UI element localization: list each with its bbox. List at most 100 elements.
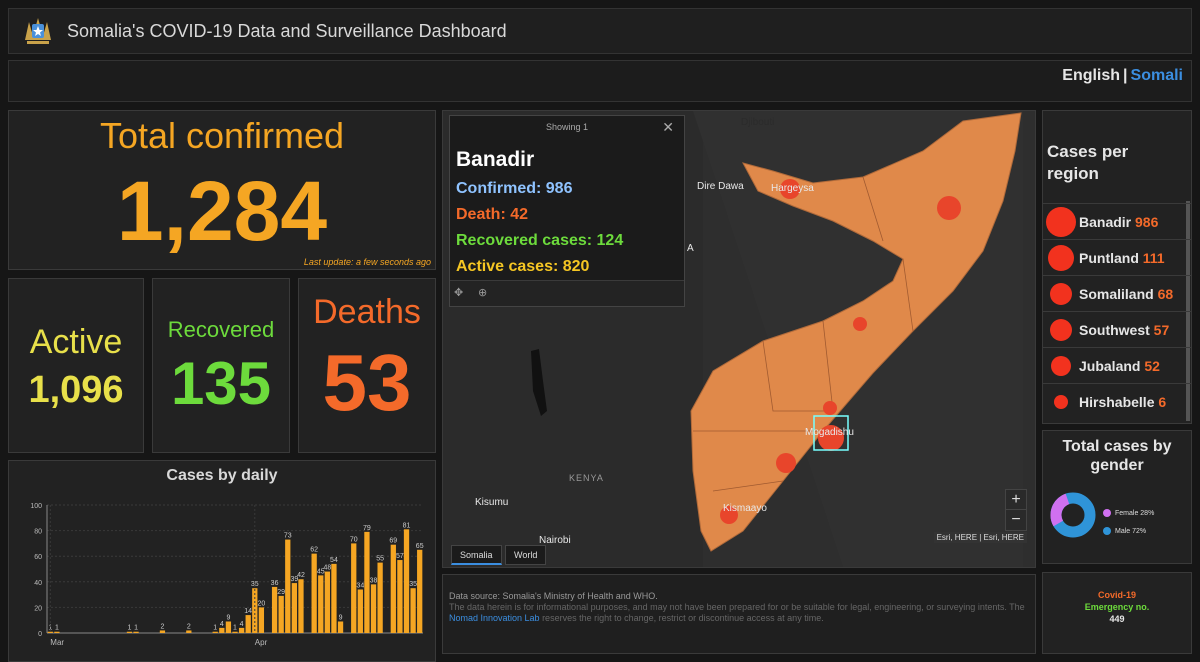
region-name: Puntland 111 [1079, 250, 1165, 266]
region-case-count: 6 [1158, 394, 1167, 410]
bar-data-label: 69 [389, 538, 397, 545]
region-name-text: Jubaland [1079, 358, 1141, 374]
bar [390, 544, 396, 633]
dashboard-header: Somalia's COVID-19 Data and Surveillance… [8, 8, 1192, 54]
bar-data-label: 79 [363, 525, 371, 532]
bar [258, 607, 265, 633]
region-row[interactable]: Banadir 986 [1043, 203, 1191, 239]
map-tab-world[interactable]: World [505, 545, 547, 565]
last-update-text: Last update: a few seconds ago [303, 257, 431, 267]
bar-data-label: 9 [339, 614, 343, 621]
gender-donut-chart [1050, 492, 1096, 538]
bar [397, 560, 403, 633]
bar-data-label: 1 [134, 625, 138, 632]
bar-data-label: 65 [416, 543, 424, 550]
case-marker-kismaayo[interactable] [720, 506, 738, 524]
region-row[interactable]: Puntland 111 [1043, 239, 1191, 275]
region-name-text: Hirshabelle [1079, 394, 1155, 410]
map-label-nairobi: Nairobi [539, 535, 571, 546]
bar-data-label: 4 [220, 621, 224, 628]
case-marker-galmudug[interactable] [853, 317, 867, 331]
bar [232, 631, 238, 633]
bar-data-label: 54 [330, 557, 338, 564]
x-tick-label: Mar [50, 638, 64, 647]
recovered-value: 135 [170, 350, 272, 417]
bar [219, 627, 225, 633]
bar-data-label: 1 [48, 625, 52, 632]
bar [54, 631, 60, 633]
bar [291, 583, 298, 633]
y-tick-label: 100 [30, 503, 42, 510]
active-label: Active [29, 323, 123, 361]
nomad-innovation-lab-link[interactable]: Nomad Innovation Lab [449, 613, 540, 623]
popup-recovered: Recovered cases: 124 [456, 232, 624, 249]
language-separator: | [1123, 67, 1128, 84]
bar-data-label: 45 [317, 568, 325, 575]
bar [212, 631, 218, 633]
bar-data-label: 35 [409, 581, 417, 588]
map-attribution: Esri, HERE | Esri, HERE [933, 532, 1027, 543]
case-marker-southwest[interactable] [776, 453, 796, 473]
legend-female: Female 28% [1103, 509, 1154, 517]
bar-data-label: 55 [376, 556, 384, 563]
recovered-label: Recovered [167, 317, 275, 342]
regions-title-line1: Cases per [1047, 142, 1129, 161]
map-label-kisumu: Kisumu [475, 497, 509, 508]
bar-data-label: 4 [240, 621, 244, 628]
region-name-text: Puntland [1079, 250, 1139, 266]
bar-data-label: 2 [187, 623, 191, 630]
region-dot-icon [1051, 356, 1071, 376]
somalia-coat-of-arms-icon [25, 18, 51, 44]
zoom-out-button[interactable]: − [1005, 509, 1027, 531]
bar-data-label: 57 [396, 553, 404, 560]
case-marker-hargeysa[interactable] [780, 179, 800, 199]
cases-per-region-panel: Cases per region Banadir 986 Puntland 111… [1042, 110, 1192, 424]
bar-data-label: 38 [370, 577, 378, 584]
regions-title: Cases per region [1047, 141, 1128, 185]
zoom-to-icon[interactable]: ⊕ [478, 287, 488, 299]
bar-data-label: 70 [350, 536, 358, 543]
case-marker-puntland[interactable] [937, 196, 961, 220]
language-english-link[interactable]: English [1062, 67, 1121, 84]
map-panel[interactable]: Djibouti Dire Dawa Hargeysa Mogadishu Ki… [442, 110, 1036, 568]
male-label: Male 72% [1115, 527, 1147, 535]
bar-data-label: 39 [290, 576, 298, 583]
data-source-head: Data source: Somalia's Ministry of Healt… [449, 591, 658, 601]
bar-data-label: 81 [403, 522, 411, 529]
region-row[interactable]: Southwest 57 [1043, 311, 1191, 347]
zoom-in-button[interactable]: + [1005, 489, 1027, 511]
popup-active: Active cases: 820 [456, 258, 590, 275]
bar [126, 631, 133, 633]
region-case-count: 52 [1144, 358, 1160, 374]
y-tick-label: 20 [34, 605, 42, 612]
case-marker-banadir[interactable] [818, 425, 844, 451]
language-somali-link[interactable]: Somali [1130, 67, 1183, 84]
popup-close-icon[interactable]: ✕ [662, 119, 674, 135]
bar-data-label: 14 [244, 608, 252, 615]
map-label-hargeysa: Hargeysa [771, 183, 814, 194]
region-row[interactable]: Somaliland 68 [1043, 275, 1191, 311]
region-dot-icon [1048, 245, 1074, 271]
region-row[interactable]: Jubaland 52 [1043, 347, 1191, 383]
popup-confirmed: Confirmed: 986 [456, 180, 573, 197]
bar [324, 571, 330, 633]
region-dot-icon [1050, 319, 1072, 341]
map-label-a: A [687, 243, 694, 254]
map-tab-somalia[interactable]: Somalia [451, 545, 502, 565]
move-icon[interactable]: ✥ [454, 287, 464, 299]
x-tick-label: Apr [255, 638, 268, 647]
region-row[interactable]: Hirshabelle 6 [1043, 383, 1191, 419]
active-panel: Active 1,096 [8, 278, 144, 453]
y-tick-label: 60 [34, 554, 42, 561]
case-marker-hirshabelle[interactable] [823, 401, 837, 415]
popup-showing-count: Showing 1 [545, 122, 589, 132]
female-label: Female 28% [1115, 509, 1155, 517]
data-source-panel: Data source: Somalia's Ministry of Healt… [442, 574, 1036, 654]
bar [245, 615, 251, 633]
bar [357, 589, 363, 633]
region-dot-icon [1054, 395, 1068, 409]
emergency-line2: Emergency no. [1084, 602, 1150, 612]
bar-data-label: 2 [160, 623, 164, 630]
bar [351, 543, 357, 633]
map-label-mogadishu: Mogadishu [805, 427, 854, 438]
